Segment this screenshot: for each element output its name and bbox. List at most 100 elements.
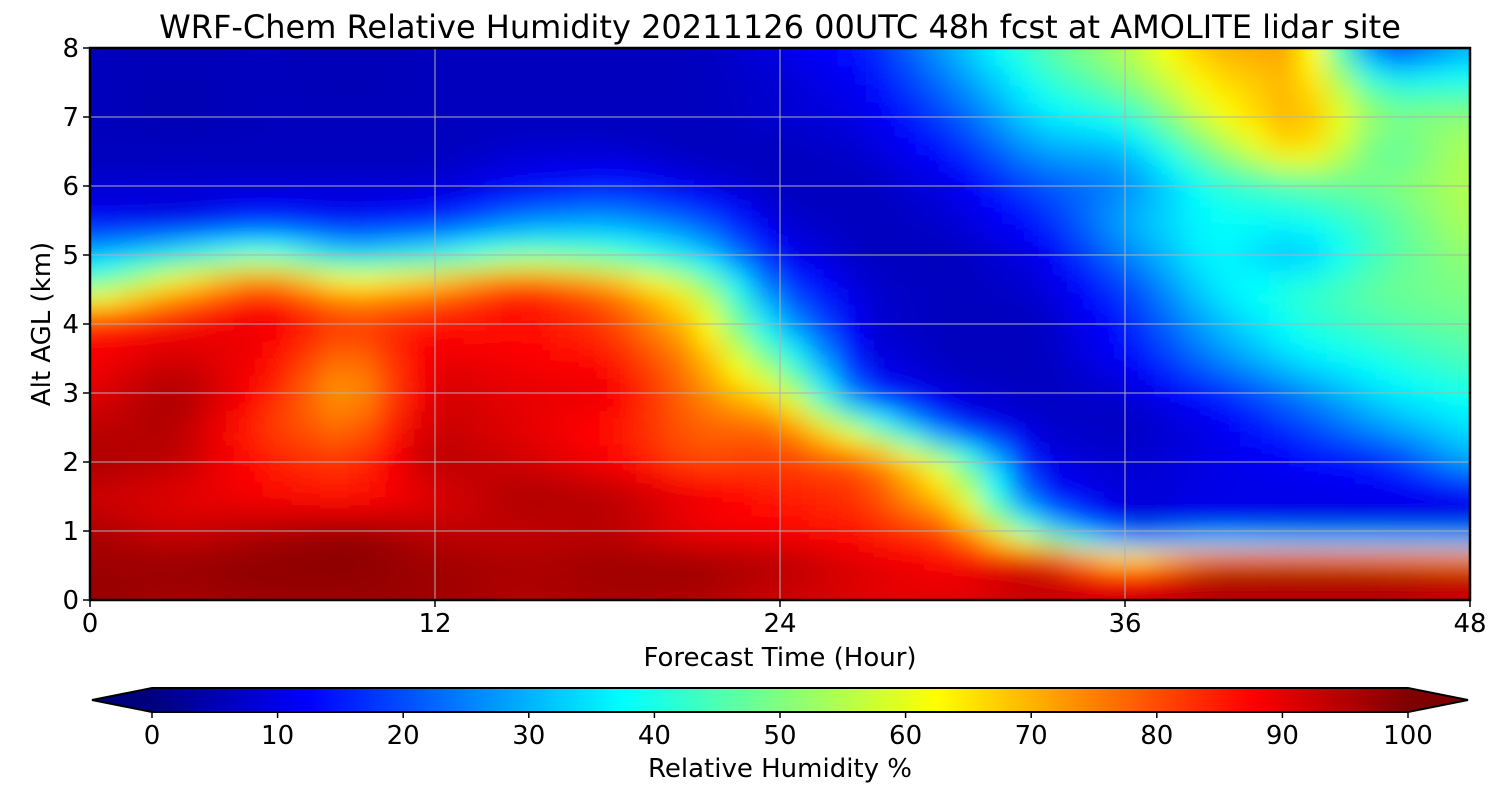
heatmap-cell: [148, 393, 177, 411]
heatmap-cell: [809, 238, 838, 256]
heatmap-cell: [406, 307, 435, 325]
heatmap-cell: [1154, 445, 1183, 463]
heatmap-cell: [953, 600, 982, 618]
heatmap-cell: [234, 566, 263, 584]
heatmap-cell: [291, 290, 320, 308]
heatmap-cell: [1183, 83, 1212, 101]
heatmap-cell: [521, 566, 550, 584]
heatmap-cell: [636, 169, 665, 187]
heatmap-cell: [723, 617, 752, 635]
heatmap-cell: [205, 272, 234, 290]
heatmap-cell: [148, 186, 177, 204]
heatmap-cell: [291, 272, 320, 290]
heatmap-cell: [1269, 169, 1298, 187]
heatmap-cell: [665, 410, 694, 428]
heatmap-cell: [1470, 255, 1499, 273]
heatmap-cell: [608, 462, 637, 480]
heatmap-cell: [1183, 376, 1212, 394]
heatmap-cell: [263, 462, 292, 480]
heatmap-cell: [895, 359, 924, 377]
heatmap-cell: [1125, 359, 1154, 377]
heatmap-cell: [205, 152, 234, 170]
heatmap-cell: [1355, 548, 1384, 566]
heatmap-cell: [1470, 428, 1499, 446]
heatmap-cell: [895, 479, 924, 497]
heatmap-cell: [1355, 221, 1384, 239]
heatmap-cell: [1010, 479, 1039, 497]
heatmap-cell: [780, 134, 809, 152]
heatmap-cell: [435, 583, 464, 601]
heatmap-cell: [349, 497, 378, 515]
heatmap-cell: [665, 617, 694, 635]
heatmap-cell: [234, 152, 263, 170]
heatmap-cell: [1039, 238, 1068, 256]
heatmap-cell: [1298, 600, 1327, 618]
heatmap-cell: [1068, 290, 1097, 308]
heatmap-cell: [61, 479, 90, 497]
heatmap-cell: [349, 272, 378, 290]
heatmap-cell: [1183, 65, 1212, 83]
heatmap-cell: [1355, 514, 1384, 532]
heatmap-cell: [1096, 48, 1125, 66]
heatmap-cell: [406, 272, 435, 290]
heatmap-cell: [895, 255, 924, 273]
heatmap-cell: [263, 600, 292, 618]
heatmap-cell: [176, 514, 205, 532]
heatmap-cell: [694, 272, 723, 290]
heatmap-cell: [349, 134, 378, 152]
heatmap-cell: [1068, 428, 1097, 446]
heatmap-cell: [1183, 583, 1212, 601]
heatmap-cell: [751, 307, 780, 325]
heatmap-cell: [1010, 203, 1039, 221]
heatmap-cell: [981, 514, 1010, 532]
heatmap-cell: [924, 497, 953, 515]
heatmap-cell: [1326, 152, 1355, 170]
heatmap-cell: [953, 445, 982, 463]
heatmap-cell: [1096, 583, 1125, 601]
heatmap-cell: [406, 531, 435, 549]
heatmap-cell: [1413, 479, 1442, 497]
heatmap-cell: [809, 169, 838, 187]
heatmap-cell: [780, 169, 809, 187]
heatmap-cell: [1384, 479, 1413, 497]
heatmap-cell: [378, 566, 407, 584]
heatmap-cell: [320, 238, 349, 256]
heatmap-cell: [1010, 134, 1039, 152]
heatmap-cell: [435, 290, 464, 308]
heatmap-cell: [234, 272, 263, 290]
heatmap-cell: [665, 290, 694, 308]
heatmap-cell: [694, 324, 723, 342]
heatmap-cell: [1441, 31, 1470, 49]
heatmap-cell: [895, 186, 924, 204]
heatmap-cell: [1240, 186, 1269, 204]
heatmap-cell: [1125, 134, 1154, 152]
heatmap-cell: [1326, 186, 1355, 204]
heatmap-cell: [838, 117, 867, 135]
heatmap-cell: [464, 65, 493, 83]
heatmap-cell: [550, 169, 579, 187]
heatmap-cell: [694, 410, 723, 428]
heatmap-cell: [148, 324, 177, 342]
heatmap-cell: [866, 445, 895, 463]
heatmap-cell: [1154, 531, 1183, 549]
heatmap-cell: [924, 221, 953, 239]
heatmap-cell: [234, 324, 263, 342]
heatmap-cell: [493, 600, 522, 618]
heatmap-cell: [953, 169, 982, 187]
heatmap-cell: [953, 255, 982, 273]
heatmap-cell: [148, 600, 177, 618]
heatmap-cell: [493, 169, 522, 187]
heatmap-cell: [176, 272, 205, 290]
heatmap-cell: [751, 169, 780, 187]
heatmap-cell: [1211, 548, 1240, 566]
heatmap-cell: [1298, 238, 1327, 256]
heatmap-cell: [263, 497, 292, 515]
heatmap-cell: [119, 83, 148, 101]
heatmap-cell: [1125, 169, 1154, 187]
heatmap-cell: [953, 134, 982, 152]
heatmap-cell: [981, 134, 1010, 152]
heatmap-cell: [1039, 255, 1068, 273]
heatmap-cell: [1211, 117, 1240, 135]
heatmap-cell: [148, 238, 177, 256]
heatmap-cell: [1355, 152, 1384, 170]
